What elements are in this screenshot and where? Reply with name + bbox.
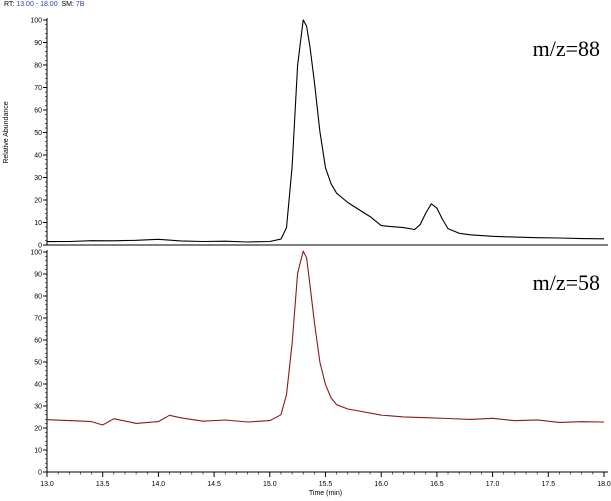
bottom-y-tick-label: 80 <box>34 294 42 301</box>
rt-label: RT: <box>4 1 15 8</box>
top-y-tick-label: 50 <box>34 130 42 137</box>
x-tick-label: 15.5 <box>319 481 333 488</box>
top-y-tick-label: 100 <box>30 18 42 25</box>
y-axis-title: Relative Abundance <box>3 101 10 163</box>
rt-header: RT: 13.00 - 18.00 SM: 7B <box>4 1 84 8</box>
bottom-y-tick-label: 90 <box>34 272 42 279</box>
top-y-tick-label: 60 <box>34 108 42 115</box>
top-y-tick-label: 80 <box>34 63 42 70</box>
x-tick-label: 17.5 <box>541 481 555 488</box>
bottom-y-tick-label: 30 <box>34 404 42 411</box>
bottom-trace-label: m/z=58 <box>533 270 600 295</box>
rt-value: 13.00 - 18.00 <box>16 1 58 8</box>
top-trace-line <box>46 19 605 243</box>
x-tick-label: 18.0 <box>597 481 611 488</box>
top-y-tick-label: 0 <box>38 243 42 250</box>
top-y-tick-label: 20 <box>34 198 42 205</box>
x-tick-label: 14.0 <box>152 481 166 488</box>
bottom-y-tick-label: 20 <box>34 426 42 433</box>
bottom-trace-line <box>46 250 605 426</box>
x-tick-label: 17.0 <box>486 481 500 488</box>
top-y-tick-label: 30 <box>34 175 42 182</box>
bottom-y-tick-label: 100 <box>30 250 42 257</box>
x-axis-title: Time (min) <box>309 490 342 497</box>
x-tick-label: 13.0 <box>40 481 54 488</box>
bottom-y-tick-label: 40 <box>34 382 42 389</box>
top-trace-label: m/z=88 <box>533 36 600 61</box>
bottom-y-tick-label: 0 <box>38 470 42 477</box>
top-y-tick-label: 90 <box>34 40 42 47</box>
x-tick-label: 16.0 <box>374 481 388 488</box>
bottom-y-tick-label: 70 <box>34 316 42 323</box>
bottom-y-tick-label: 10 <box>34 448 42 455</box>
x-tick-label: 14.5 <box>207 481 221 488</box>
x-tick-label: 16.5 <box>430 481 444 488</box>
top-y-tick-label: 70 <box>34 85 42 92</box>
sm-label: SM: <box>61 1 74 8</box>
bottom-y-tick-label: 50 <box>34 360 42 367</box>
top-y-tick-label: 10 <box>34 220 42 227</box>
x-tick-label: 13.5 <box>96 481 110 488</box>
top-y-tick-label: 40 <box>34 153 42 160</box>
sm-value: 7B <box>75 1 85 8</box>
bottom-y-tick-label: 60 <box>34 338 42 345</box>
x-tick-label: 15.0 <box>263 481 277 488</box>
